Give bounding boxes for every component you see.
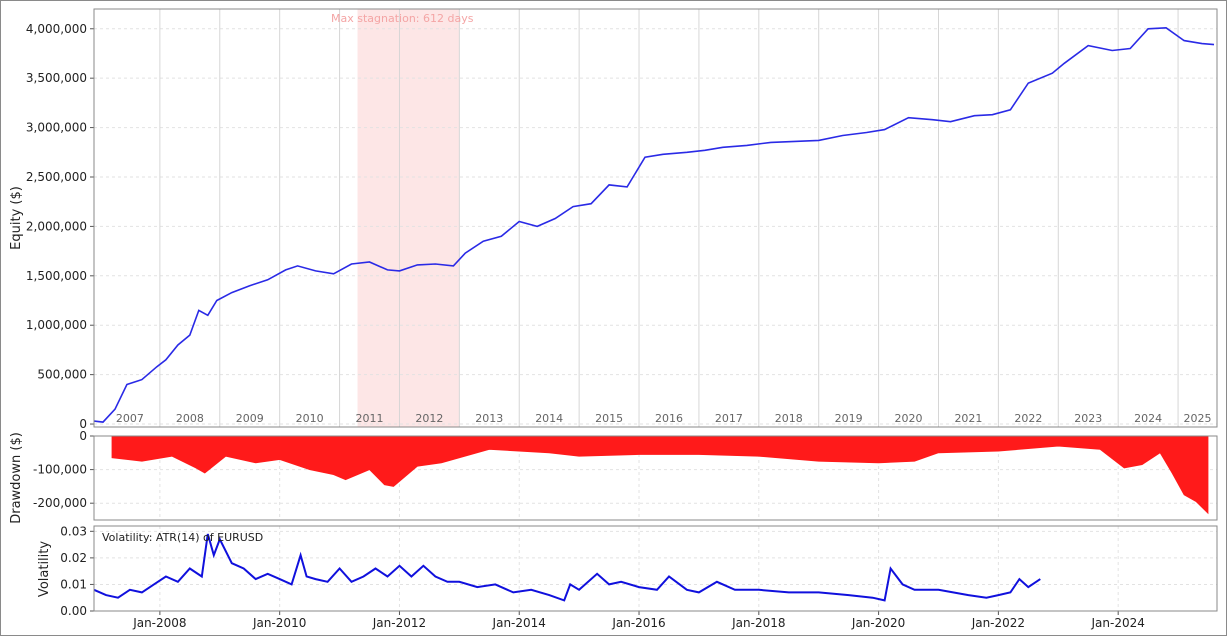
equity-tick-label: 0	[79, 417, 87, 431]
x-tick-label: Jan-2022	[971, 616, 1025, 630]
equity-tick-label: 1,500,000	[26, 269, 87, 283]
drawdown-tick-label: 0	[79, 429, 87, 443]
drawdown-axis-label: Drawdown ($)	[9, 432, 24, 524]
year-label: 2008	[176, 412, 204, 425]
year-label: 2018	[775, 412, 803, 425]
year-label: 2024	[1134, 412, 1162, 425]
year-label: 2016	[655, 412, 683, 425]
x-tick-label: Jan-2016	[611, 616, 665, 630]
volatility-tick-label: 0.03	[60, 524, 87, 538]
drawdown-plot-border	[93, 435, 1218, 521]
equity-tick-label: 3,000,000	[26, 121, 87, 135]
year-label: 2009	[236, 412, 264, 425]
equity-tick-label: 3,500,000	[26, 71, 87, 85]
year-label: 2011	[356, 412, 384, 425]
drawdown-tick-label: -100,000	[33, 463, 87, 477]
volatility-tick-label: 0.00	[60, 604, 87, 618]
equity-tick-label: 2,000,000	[26, 219, 87, 233]
equity-tick-label: 2,500,000	[26, 170, 87, 184]
year-label: 2012	[415, 412, 443, 425]
x-tick-label: Jan-2018	[731, 616, 785, 630]
year-label: 2007	[116, 412, 144, 425]
equity-grid	[94, 9, 1217, 427]
year-label: 2020	[895, 412, 923, 425]
year-label: 2010	[296, 412, 324, 425]
drawdown-panel: 0 -100,000 -200,000 Drawdown ($)	[9, 429, 1218, 524]
year-label: 2017	[715, 412, 743, 425]
equity-tick-label: 500,000	[37, 368, 87, 382]
year-label: 2015	[595, 412, 623, 425]
volatility-legend: Volatility: ATR(14) of EURUSD	[102, 531, 263, 544]
year-label: 2013	[475, 412, 503, 425]
volatility-panel: 0.00 0.01 0.02 0.03 Jan-2008 Jan-2010 Jan-201…	[37, 524, 1218, 630]
year-label: 2022	[1014, 412, 1042, 425]
x-tick-label: Jan-2024	[1090, 616, 1144, 630]
drawdown-y-ticks: 0 -100,000 -200,000	[33, 429, 94, 510]
equity-axis-label: Equity ($)	[9, 186, 24, 250]
year-label: 2014	[535, 412, 563, 425]
year-label: 2021	[954, 412, 982, 425]
year-label: 2023	[1074, 412, 1102, 425]
equity-y-ticks: 0 500,000 1,000,000 1,500,000 2,000,000 2,500…	[26, 22, 94, 431]
stagnation-band	[357, 9, 460, 427]
x-tick-label: Jan-2014	[492, 616, 546, 630]
x-tick-label: Jan-2020	[851, 616, 905, 630]
drawdown-tick-label: -200,000	[33, 496, 87, 510]
volatility-tick-label: 0.01	[60, 577, 87, 591]
year-label: 2025	[1184, 412, 1212, 425]
volatility-plot-bg	[94, 526, 1217, 611]
volatility-series-line	[93, 533, 1041, 602]
x-tick-label: Jan-2008	[132, 616, 186, 630]
drawdown-series-area	[111, 435, 1209, 515]
volatility-tick-label: 0.02	[60, 551, 87, 565]
stagnation-annotation: Max stagnation: 612 days	[331, 12, 474, 25]
x-tick-label: Jan-2012	[372, 616, 426, 630]
volatility-x-ticks: Jan-2008 Jan-2010 Jan-2012 Jan-2014 Jan-2016…	[132, 611, 1145, 630]
volatility-plot-border	[93, 525, 1218, 612]
equity-plot-bg	[94, 9, 1217, 427]
x-tick-label: Jan-2010	[252, 616, 306, 630]
equity-tick-label: 4,000,000	[26, 22, 87, 36]
equity-tick-label: 1,000,000	[26, 318, 87, 332]
equity-plot-border	[93, 8, 1218, 428]
equity-year-labels: 2007 2008 2009 2010 2011 2012 2013 2014 2015 2016…	[116, 412, 1212, 425]
volatility-axis-label: Volatility	[37, 541, 52, 597]
equity-panel: 0 500,000 1,000,000 1,500,000 2,000,000 2,500…	[9, 8, 1218, 431]
volatility-y-ticks: 0.00 0.01 0.02 0.03	[60, 524, 94, 618]
equity-series-line	[93, 26, 1215, 423]
year-label: 2019	[835, 412, 863, 425]
